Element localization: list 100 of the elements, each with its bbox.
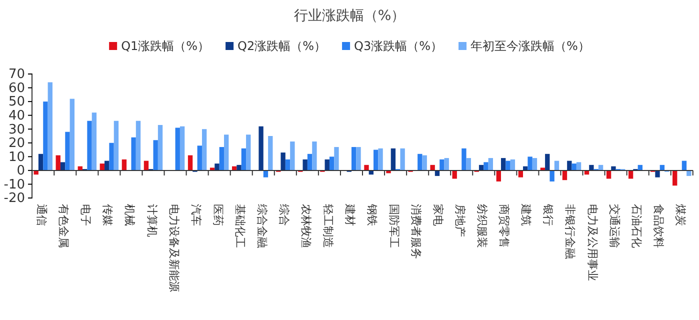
bar [351,147,356,170]
bar [70,98,75,170]
bar [655,170,660,178]
bar [202,129,207,170]
bar [567,160,572,170]
bar [48,82,52,170]
x-tick-label: 通信 [35,204,48,226]
x-tick-label: 计算机 [145,204,158,237]
bar [280,152,286,170]
y-tick-label: 40 [8,108,25,124]
x-tick-label: 消费者服务 [410,204,423,259]
x-tick-label: 房地产 [454,204,467,237]
bar [175,128,180,170]
bar [153,140,158,170]
legend-label: 年初至今涨跌幅（%） [470,39,590,53]
x-tick-label: 商贸零售 [498,204,511,248]
bar [241,148,246,170]
y-tick-label: 60 [8,80,25,96]
x-tick-label: 医药 [211,204,224,226]
x-tick-label: 有色金属 [57,204,70,248]
x-tick-label: 轻工制造 [321,204,334,248]
bar [518,170,524,178]
y-tick-label: 30 [8,122,25,138]
bar [87,120,92,170]
bar [268,136,273,170]
bar [672,170,678,186]
bar [374,150,378,170]
bar [444,158,449,170]
bar [285,159,290,170]
bar [131,137,136,170]
bar [219,147,224,170]
x-tick-label: 汽车 [189,204,202,226]
bar [329,156,334,170]
bar [466,158,471,170]
bar [506,160,510,170]
bar [356,147,361,170]
x-tick-label: 电力设备及新能源 [167,204,180,292]
bar [290,142,295,170]
bar [576,162,582,170]
x-tick-label: 石油石化 [630,204,643,248]
bar [104,160,110,170]
legend-label: Q3涨跌幅（%） [354,39,443,53]
x-tick-label: 农林牧渔 [299,204,312,248]
bar [197,146,202,170]
bar [92,112,97,170]
y-tick-label: -10 [4,177,25,192]
bar [440,159,444,170]
x-tick-label: 非银行金融 [564,204,577,259]
bar [682,160,687,170]
bar [100,164,105,170]
bar [611,166,616,170]
x-tick-label: 纺织服装 [476,204,489,248]
legend-label: Q2涨跌幅（%） [238,39,326,53]
bar [528,156,532,170]
x-tick-label: 电力及公用事业 [586,204,599,281]
bar [312,142,317,170]
bar [488,158,494,170]
bar [65,132,70,170]
bar [572,164,576,170]
x-tick-label: 电子 [79,204,92,226]
x-tick-label: 国防军工 [388,204,401,248]
bar [180,126,185,170]
y-tick-label: 20 [8,136,25,152]
bar [236,164,242,170]
x-tick-label: 家电 [432,204,445,226]
bar [136,120,141,170]
x-tick-label: 综合 [277,204,290,226]
x-tick-label: 食品饮料 [652,204,665,248]
bar [496,170,501,182]
x-tick-label: 钢铁 [366,203,379,226]
bar [307,154,312,170]
bar [554,160,560,170]
bar [324,159,330,170]
bar [510,159,516,170]
bar [38,154,44,170]
y-tick-label: -20 [4,191,25,206]
bar [462,148,466,170]
x-tick-label: 交通运输 [608,204,621,248]
bar [484,162,488,170]
bar [334,147,339,170]
x-tick-label: 银行 [542,203,555,226]
x-tick-label: 建材 [343,203,356,226]
y-tick-label: 70 [8,67,25,82]
x-tick-label: 传媒 [101,204,114,226]
bar [158,124,163,170]
bar [122,159,127,170]
y-tick-label: 50 [8,94,25,110]
bar [400,148,405,170]
bar [418,154,422,170]
bar [364,164,369,170]
x-tick-label: 基础化工 [233,204,246,248]
bar [422,155,427,170]
bar [43,102,48,170]
bar [302,159,308,170]
bar [56,155,60,170]
bar [390,148,396,170]
bar [246,134,251,170]
bar [545,154,550,170]
chart-title: 行业涨跌幅（%） [294,8,406,24]
bar [263,170,268,178]
